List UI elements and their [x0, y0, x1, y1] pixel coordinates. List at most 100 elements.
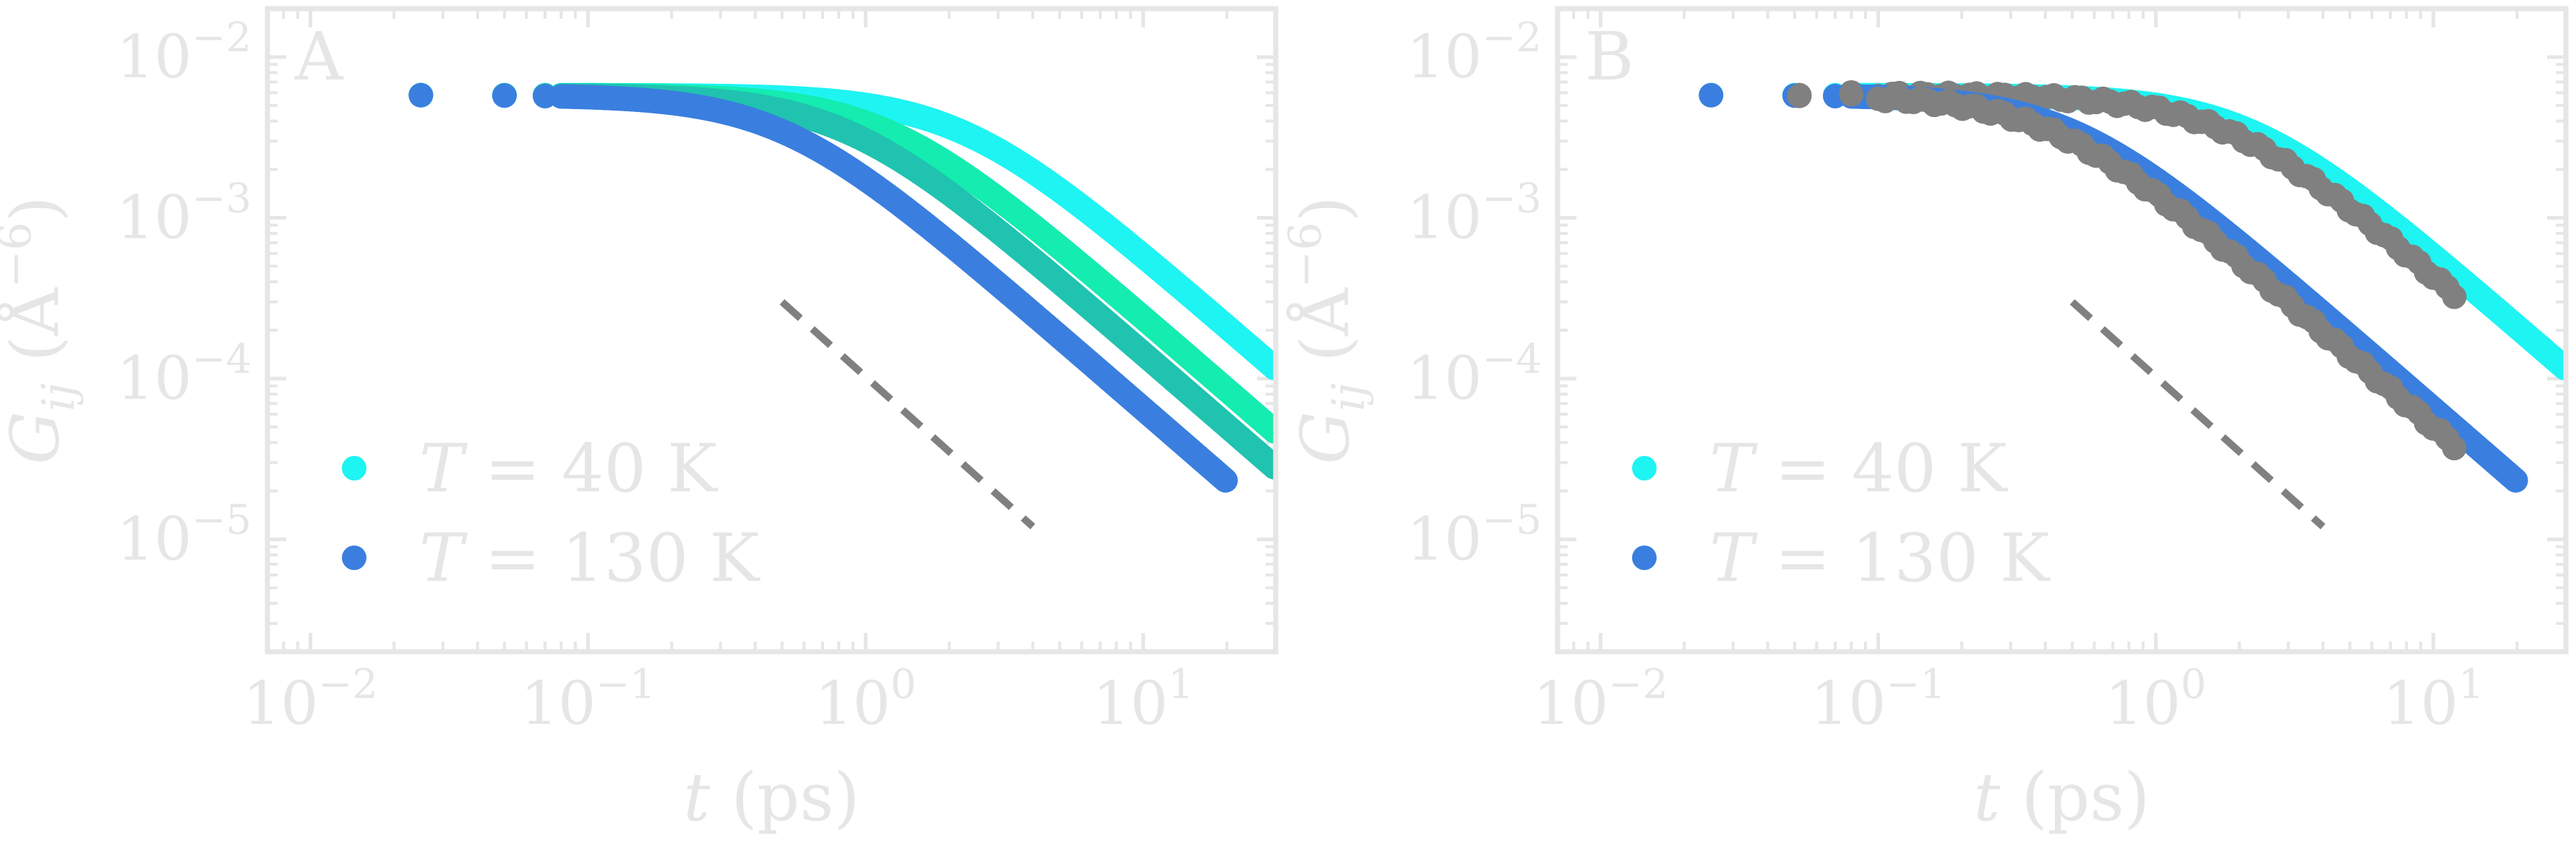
tick-base: 10	[116, 505, 192, 574]
axes-frame	[1555, 6, 2569, 655]
y-label-sub: ij	[1322, 383, 1375, 411]
tick-base: 10	[1407, 184, 1482, 252]
legend-marker	[1632, 456, 1657, 480]
tick-exponent: 0	[890, 661, 916, 708]
tick-exponent: −3	[192, 175, 252, 222]
data-point	[1699, 82, 1724, 108]
y-label-unit-close: )	[1287, 196, 1364, 222]
data-point	[1839, 82, 1864, 107]
tick-exponent: −2	[318, 661, 378, 708]
legend-label: T = 40 K	[1709, 430, 2009, 507]
plot-area	[408, 82, 1276, 493]
y-tick-label: 10−2	[1407, 14, 1542, 92]
legend-label: T = 40 K	[419, 430, 718, 507]
tick-exponent: −5	[1482, 496, 1542, 543]
tick-base: 10	[2383, 670, 2458, 738]
tick-exponent: 1	[1168, 661, 1194, 708]
x-tick-label: 10−2	[1533, 661, 1668, 738]
data-series-3	[408, 82, 1238, 493]
data-point	[1262, 355, 1276, 381]
legend-var: T	[419, 519, 468, 597]
legend-var: T	[419, 430, 468, 507]
legend: T = 40 KT = 130 K	[1632, 430, 2051, 597]
y-label-sub: ij	[32, 383, 85, 411]
y-label-unit-exp: −6	[1279, 222, 1331, 288]
data-point	[1262, 454, 1276, 480]
x-label-unit: (ps)	[2000, 759, 2150, 836]
y-tick-label: 10−4	[1407, 336, 1542, 413]
legend-marker	[342, 456, 366, 480]
tick-base: 10	[1093, 670, 1168, 738]
panel-label: B	[1585, 18, 1634, 95]
x-tick-label: 100	[815, 661, 916, 738]
y-axis-label: Gij (Å−6)	[0, 196, 85, 464]
legend-label: T = 130 K	[1709, 519, 2051, 597]
y-label-unit: (Å	[1286, 287, 1364, 383]
tick-base: 10	[815, 670, 890, 738]
data-point	[1262, 418, 1276, 444]
data-point	[491, 83, 517, 108]
x-tick-label: 101	[1093, 661, 1194, 738]
y-tick-label: 10−3	[1407, 175, 1542, 252]
x-tick-label: 101	[2383, 661, 2484, 738]
axes-frame	[265, 6, 1279, 655]
tick-base: 10	[116, 184, 192, 252]
legend-text: = 40 K	[1753, 430, 2009, 507]
tick-base: 10	[1407, 23, 1482, 92]
tick-exponent: −1	[1886, 661, 1946, 708]
y-tick-label: 10−3	[116, 175, 252, 252]
tick-exponent: −4	[192, 336, 252, 383]
x-tick-label: 10−1	[1811, 661, 1946, 738]
legend-text: = 130 K	[1753, 519, 2051, 597]
tick-exponent: 0	[2181, 661, 2207, 708]
tick-base: 10	[520, 670, 596, 738]
tick-base: 10	[116, 23, 192, 92]
x-label-var: t	[1973, 759, 2001, 836]
legend-marker	[1632, 545, 1657, 570]
x-axis-label: t (ps)	[1973, 759, 2150, 836]
data-point	[2552, 355, 2566, 381]
y-axis-label: Gij (Å−6)	[1279, 196, 1375, 464]
y-tick-label: 10−4	[116, 336, 252, 413]
x-label-var: t	[683, 759, 710, 836]
tick-base: 10	[1533, 670, 1608, 738]
tick-base: 10	[1811, 670, 1886, 738]
x-tick-label: 100	[2105, 661, 2207, 738]
legend: T = 40 KT = 130 K	[342, 430, 761, 597]
x-axis-label: t (ps)	[683, 759, 859, 836]
tick-exponent: −1	[596, 661, 656, 708]
legend-var: T	[1709, 430, 1758, 507]
data-point	[1213, 467, 1238, 493]
y-label-unit-exp: −6	[0, 222, 41, 288]
legend-marker	[342, 545, 366, 570]
x-tick-label: 10−1	[520, 661, 656, 738]
tick-exponent: −2	[1482, 14, 1542, 61]
legend-var: T	[1709, 519, 1758, 597]
tick-base: 10	[116, 345, 192, 413]
y-tick-label: 10−2	[116, 14, 252, 92]
guide-line	[2069, 299, 2326, 530]
data-point	[2442, 436, 2467, 461]
y-label-unit-close: )	[0, 196, 74, 222]
tick-base: 10	[1407, 345, 1482, 413]
data-point	[2442, 284, 2467, 309]
tick-base: 10	[2105, 670, 2181, 738]
y-label-var: G	[1287, 411, 1364, 465]
legend-text: = 130 K	[463, 519, 760, 597]
tick-base: 10	[243, 670, 318, 738]
x-tick-label: 10−2	[243, 661, 378, 738]
data-series-0	[1699, 82, 2566, 381]
guide-line	[779, 299, 1036, 530]
legend-label: T = 130 K	[419, 519, 761, 597]
data-point	[1787, 83, 1812, 108]
y-tick-label: 10−5	[1407, 496, 1542, 574]
data-series-3	[1787, 82, 2467, 461]
y-label-unit: (Å	[0, 287, 74, 383]
tick-exponent: −5	[192, 496, 252, 543]
plot-area	[1699, 80, 2566, 493]
tick-exponent: −3	[1482, 175, 1542, 222]
tick-exponent: −2	[192, 14, 252, 61]
